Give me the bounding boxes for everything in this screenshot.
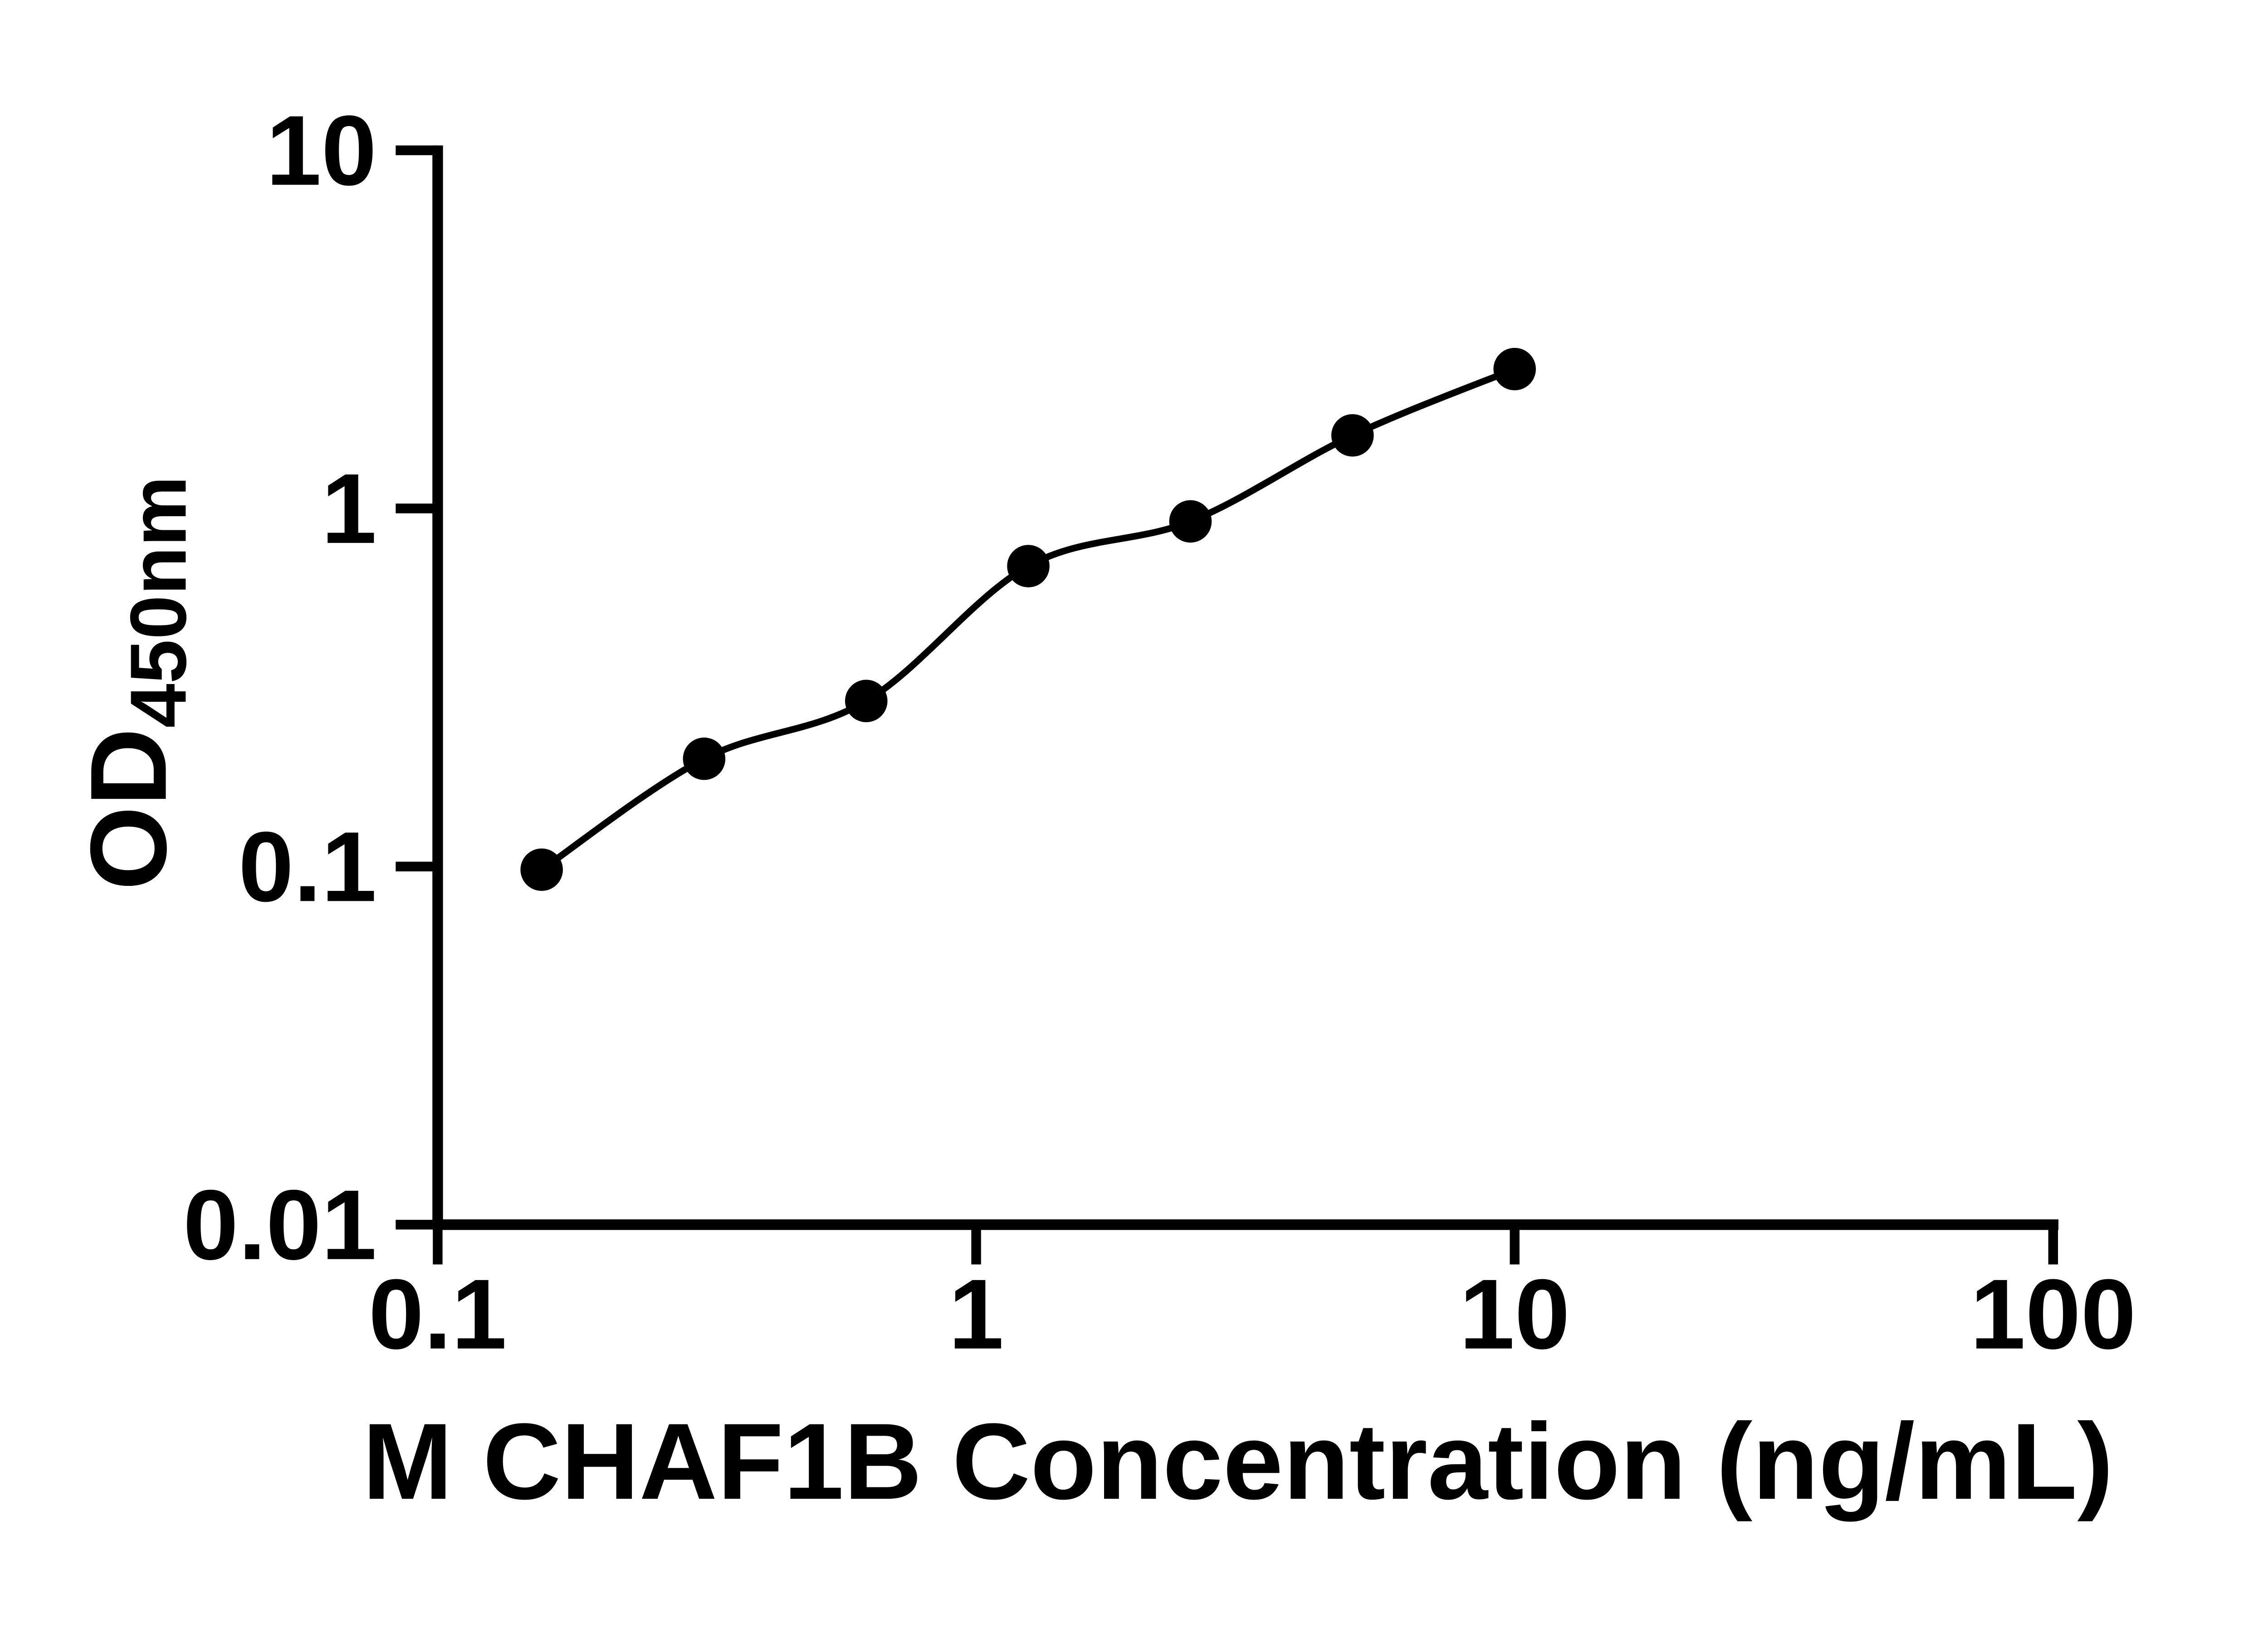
elisa-standard-curve-figure: 10 1 0.1 0.01 0.1 1 10 100 OD450nm M CHAF1B Co… [68, 95, 2136, 1522]
data-point [1007, 545, 1050, 587]
y-tick-label: 1 [321, 453, 376, 564]
x-axis-tick-labels: 0.1 1 10 100 [368, 1259, 2136, 1370]
data-point [683, 737, 726, 780]
x-tick-label: 10 [1459, 1259, 1570, 1370]
x-tick-label: 100 [1970, 1259, 2136, 1370]
y-axis-title-subscript: 450nm [114, 476, 203, 728]
x-axis-title: M CHAF1B Concentration (ng/mL) [362, 1401, 2113, 1522]
y-axis-title-main: OD [68, 728, 189, 890]
data-point [845, 680, 888, 723]
data-point [520, 848, 563, 891]
x-axis-ticks [433, 1224, 2058, 1265]
data-point [1493, 347, 1536, 391]
y-axis-ticks [396, 145, 438, 1230]
y-tick-label: 10 [266, 95, 376, 206]
data-point [1169, 500, 1212, 543]
y-tick-label: 0.01 [183, 1169, 377, 1281]
x-tick-label: 1 [948, 1259, 1004, 1370]
x-tick-label: 0.1 [368, 1259, 507, 1370]
data-points [520, 347, 1536, 891]
y-axis-tick-labels: 10 1 0.1 0.01 [183, 95, 377, 1280]
y-axis-title: OD450nm [68, 476, 203, 890]
data-point [1331, 414, 1374, 457]
y-tick-label: 0.1 [239, 811, 377, 922]
